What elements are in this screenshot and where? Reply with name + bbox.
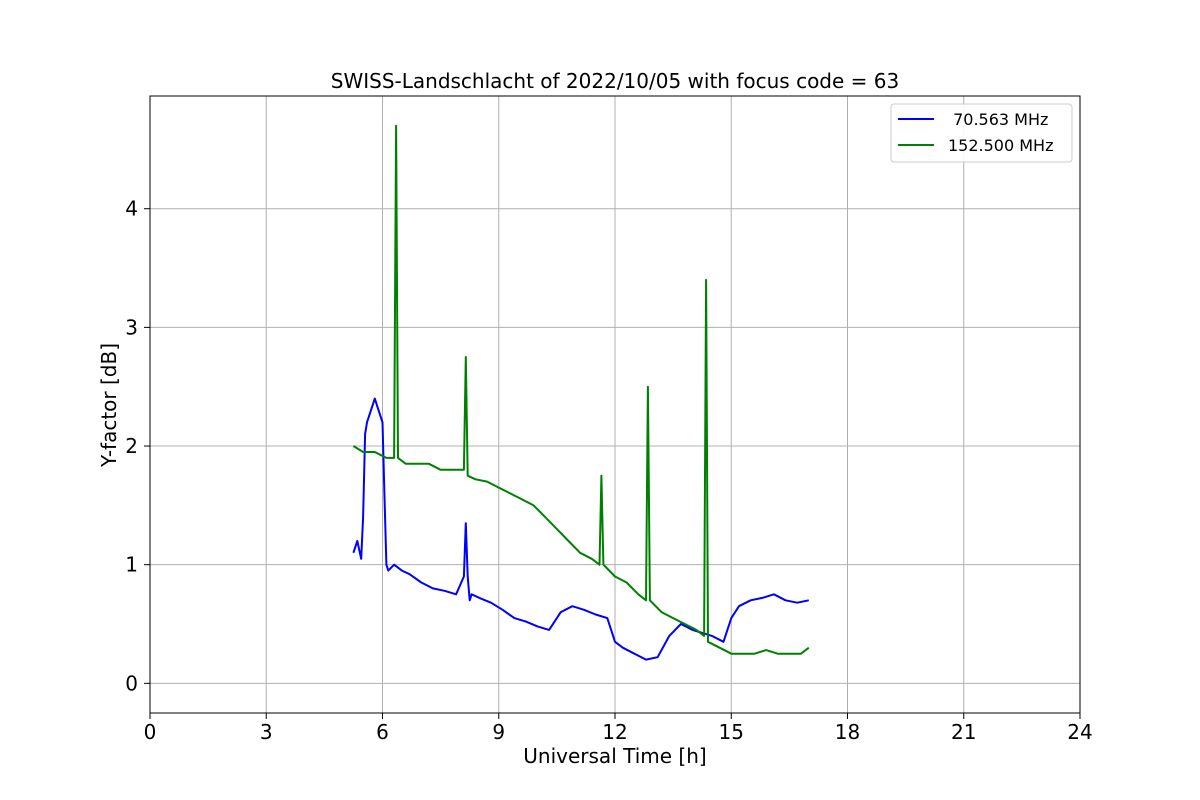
series-line-1: [352, 124, 810, 655]
legend-box: [890, 103, 1073, 163]
x-tick-label: 9: [492, 720, 505, 744]
legend-label-152mhz: 152.500 MHz: [948, 136, 1053, 155]
x-tick-label: 18: [835, 720, 860, 744]
y-tick-label: 2: [125, 434, 138, 458]
y-axis-label: Y-factor [dB]: [97, 343, 121, 468]
chart-title: SWISS-Landschlacht of 2022/10/05 with fo…: [331, 69, 899, 93]
x-axis-label: Universal Time [h]: [523, 744, 706, 768]
series-line-0: [352, 397, 810, 661]
x-tick-label: 6: [376, 720, 389, 744]
x-tick-label: 0: [144, 720, 157, 744]
y-tick-label: 0: [125, 671, 138, 695]
x-tick-label: 3: [260, 720, 273, 744]
legend-label-70mhz: 70.563 MHz: [948, 110, 1048, 129]
plot-area: [352, 124, 810, 661]
x-axis: 0 3 6 9 12 15 18 21 24: [144, 713, 1093, 744]
y-axis: 0 1 2 3 4: [125, 197, 150, 695]
y-tick-label: 4: [125, 197, 138, 221]
x-tick-label: 12: [602, 720, 627, 744]
y-tick-label: 1: [125, 553, 138, 577]
x-tick-label: 21: [951, 720, 976, 744]
y-tick-label: 3: [125, 315, 138, 339]
legend: 70.563 MHz 152.500 MHz: [890, 103, 1073, 163]
x-tick-label: 24: [1067, 720, 1092, 744]
x-tick-label: 15: [719, 720, 744, 744]
